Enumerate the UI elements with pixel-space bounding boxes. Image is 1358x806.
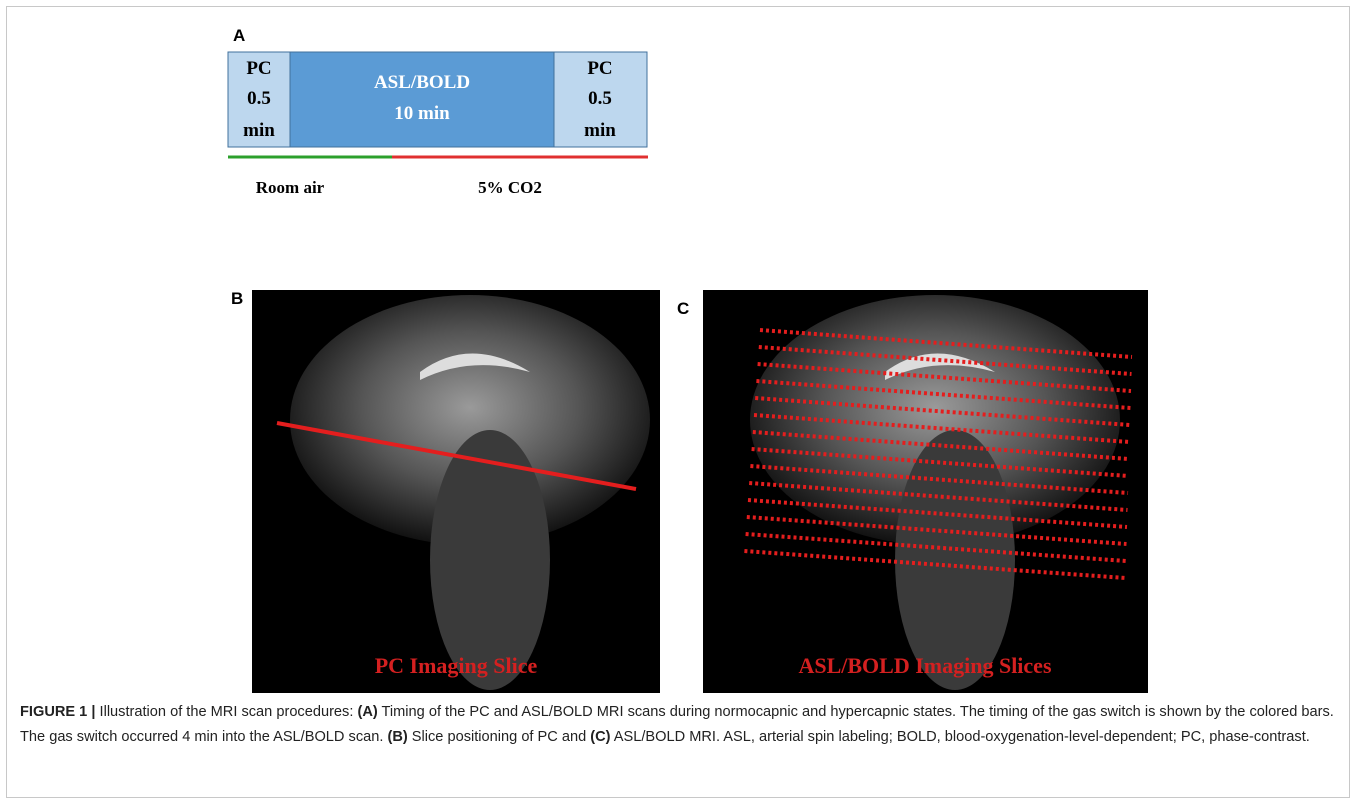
overlay-text: PC Imaging Slice [375, 653, 538, 678]
gas-label: Room air [256, 178, 325, 197]
panel-label: A [233, 26, 245, 45]
caption-text: ASL/BOLD MRI. ASL, arterial spin labelin… [614, 729, 1310, 745]
box-text: PC [587, 58, 612, 79]
asl-box [290, 52, 554, 147]
panel-label: B [231, 289, 243, 308]
caption-ref: (C) [590, 729, 610, 745]
box-text: ASL/BOLD [374, 72, 470, 93]
box-text: 0.5 [588, 88, 612, 109]
box-text: 0.5 [247, 88, 271, 109]
caption-text: Slice positioning of PC and [412, 729, 586, 745]
box-text: min [584, 120, 616, 141]
page: A PC 0.5 min ASL/BOLD 10 min PC 0.5 min … [0, 0, 1358, 806]
box-text: min [243, 120, 275, 141]
panel-label: C [677, 299, 689, 318]
box-text: PC [246, 58, 271, 79]
caption-ref: (B) [387, 729, 407, 745]
overlay-text: ASL/BOLD Imaging Slices [798, 653, 1051, 678]
box-text: 10 min [394, 103, 450, 124]
gas-label: 5% CO2 [478, 178, 542, 197]
caption-ref: (A) [357, 704, 377, 720]
figure: A PC 0.5 min ASL/BOLD 10 min PC 0.5 min … [0, 0, 1358, 700]
caption-text: Illustration of the MRI scan procedures: [100, 704, 354, 720]
caption: FIGURE 1 | Illustration of the MRI scan … [20, 700, 1340, 749]
mri-neck [895, 430, 1015, 690]
caption-label: FIGURE 1 | [20, 704, 95, 720]
